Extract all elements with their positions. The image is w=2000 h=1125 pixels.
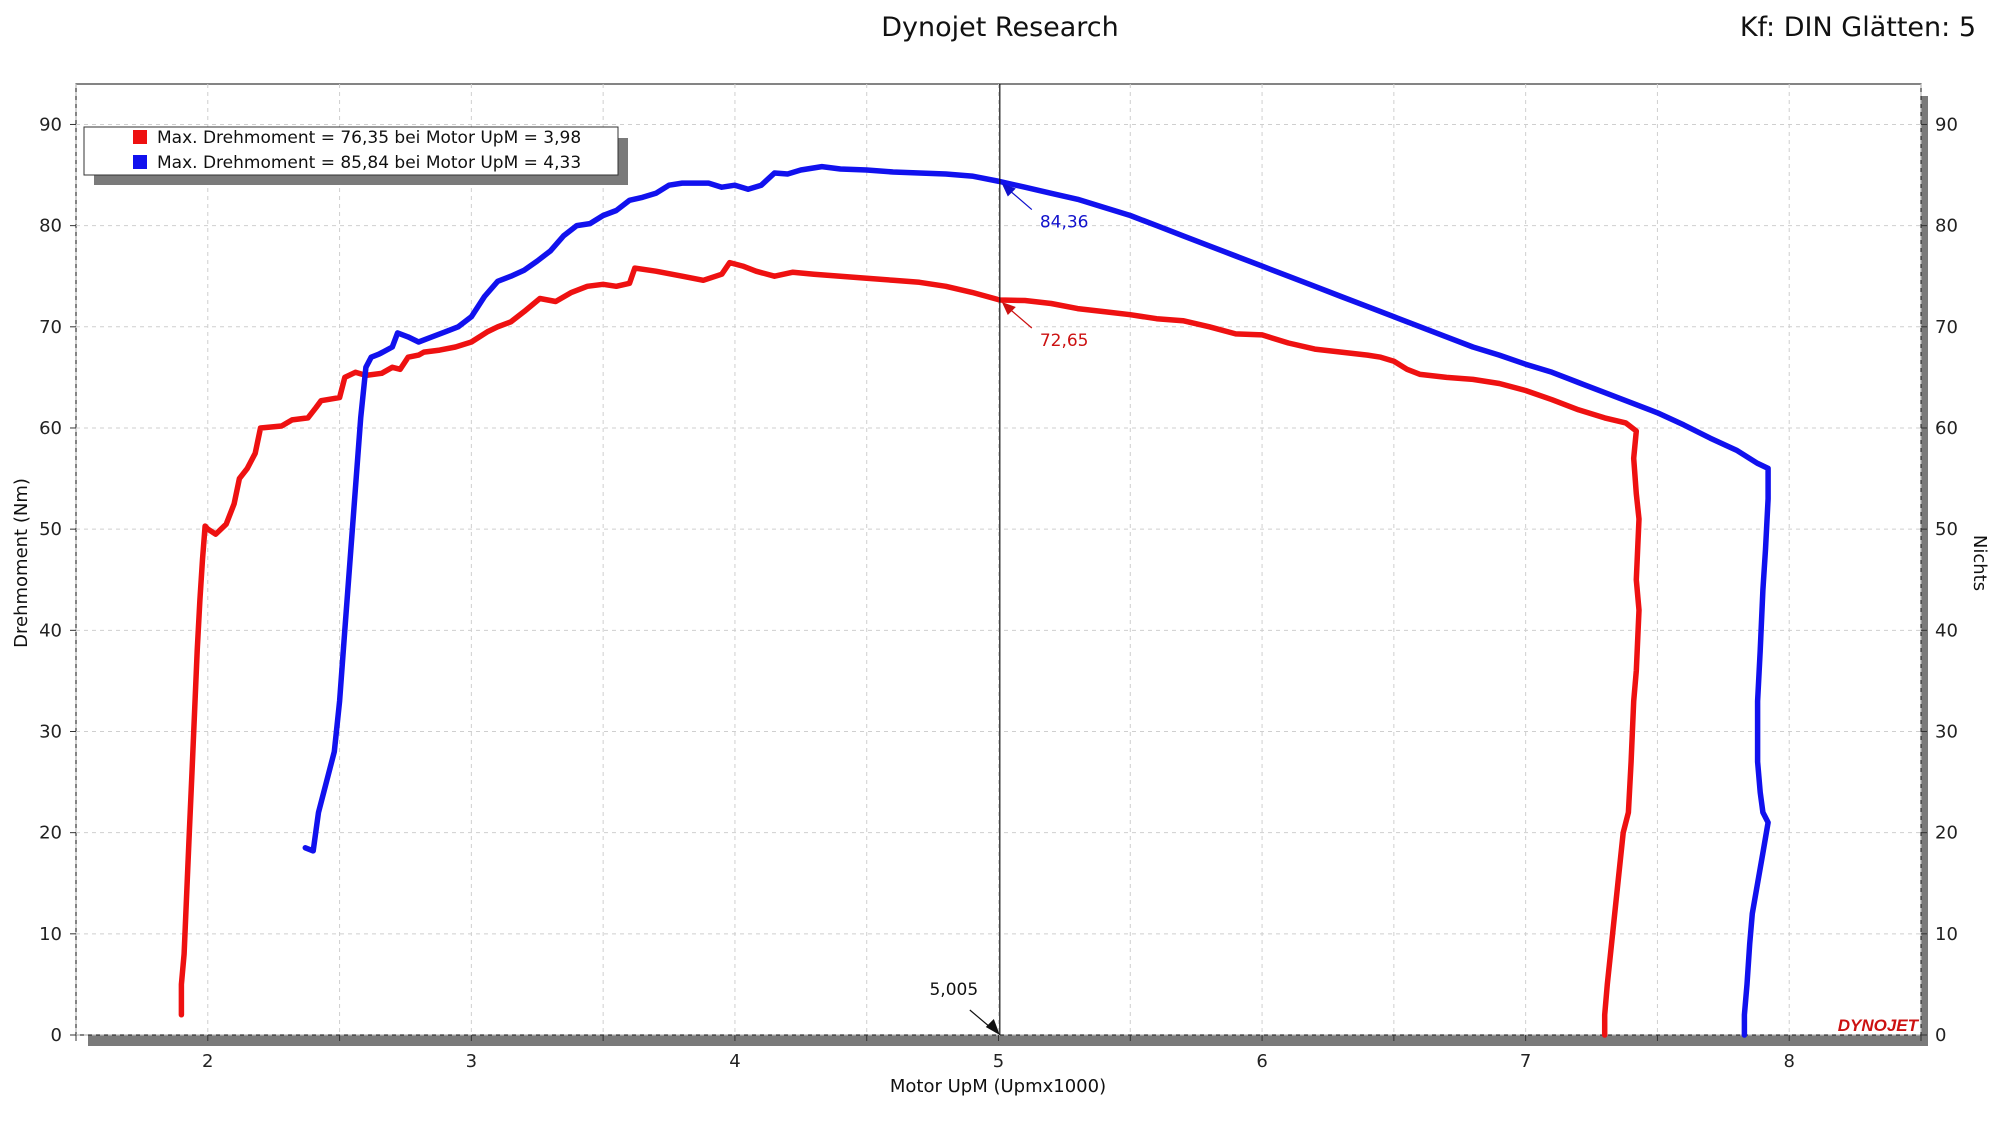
y2-tick-label: 70 bbox=[1935, 317, 1958, 338]
y-tick-label: 80 bbox=[39, 216, 62, 237]
cursor-pointer-arrow bbox=[985, 1019, 1000, 1035]
correction-smoothing-info: Kf: DIN Glätten: 5 bbox=[1739, 12, 1976, 43]
series-red-line bbox=[178, 259, 1642, 1038]
y2-tick-label: 80 bbox=[1935, 216, 1958, 237]
annotation-label-red: 72,65 bbox=[1040, 331, 1089, 351]
y-tick-label: 30 bbox=[39, 721, 62, 742]
y-tick-label: 70 bbox=[39, 317, 62, 338]
y2-tick-label: 10 bbox=[1935, 924, 1958, 945]
y2-tick-label: 0 bbox=[1935, 1025, 1946, 1046]
y-tick-label: 50 bbox=[39, 519, 62, 540]
x-tick-label: 2 bbox=[202, 1051, 213, 1072]
x-tick-label: 3 bbox=[466, 1051, 477, 1072]
plot-frame-shadow-bottom bbox=[88, 1035, 1928, 1046]
y2-tick-label: 30 bbox=[1935, 721, 1958, 742]
y2-tick-label: 50 bbox=[1935, 519, 1958, 540]
axis-ticks: 0 0 10 10 20 20 30 30 40 40 50 50 60 60 70 70 80 80 90 90 2 3… bbox=[39, 114, 1958, 1072]
y-tick-label: 90 bbox=[39, 114, 62, 135]
x-tick-label: 4 bbox=[729, 1051, 740, 1072]
annotation-arrow-blue bbox=[1001, 183, 1016, 197]
cursor-x-label: 5,005 bbox=[929, 980, 978, 1000]
x-tick-label: 7 bbox=[1520, 1051, 1531, 1072]
annotation-arrow-red bbox=[1001, 301, 1016, 315]
y-tick-label: 40 bbox=[39, 620, 62, 641]
legend-entry-blue: Max. Drehmoment = 85,84 bei Motor UpM = … bbox=[157, 153, 581, 173]
x-axis-title: Motor UpM (Upmx1000) bbox=[890, 1076, 1106, 1097]
y-tick-label: 20 bbox=[39, 823, 62, 844]
y-tick-label: 10 bbox=[39, 924, 62, 945]
cursor-group: 5,005 84,36 72,65 bbox=[929, 84, 1088, 1035]
y2-axis-title: Nichts bbox=[1969, 535, 1990, 591]
legend-swatch-red bbox=[133, 130, 147, 144]
legend-swatch-blue bbox=[133, 155, 147, 169]
y-tick-label: 60 bbox=[39, 418, 62, 439]
legend-entry-red: Max. Drehmoment = 76,35 bei Motor UpM = … bbox=[157, 128, 581, 148]
x-tick-label: 5 bbox=[993, 1051, 1004, 1072]
x-tick-label: 8 bbox=[1783, 1051, 1794, 1072]
legend-box bbox=[83, 126, 619, 176]
y2-tick-label: 40 bbox=[1935, 620, 1958, 641]
x-tick-label: 6 bbox=[1256, 1051, 1267, 1072]
y2-tick-label: 20 bbox=[1935, 823, 1958, 844]
plot-frame-shadow-right bbox=[1920, 96, 1928, 1046]
grid-lines bbox=[75, 84, 1922, 1036]
y-tick-label: 0 bbox=[51, 1025, 62, 1046]
dynojet-logo: DYNOJET bbox=[1838, 1016, 1920, 1035]
y2-tick-label: 60 bbox=[1935, 418, 1958, 439]
y2-tick-label: 90 bbox=[1935, 114, 1958, 135]
series-group bbox=[178, 163, 1771, 1038]
y-axis-title: Drehmoment (Nm) bbox=[11, 478, 32, 648]
legend: Max. Drehmoment = 76,35 bei Motor UpM = … bbox=[83, 126, 628, 185]
chart-title: Dynojet Research bbox=[881, 12, 1119, 43]
annotation-label-blue: 84,36 bbox=[1040, 213, 1089, 233]
series-blue-line bbox=[302, 163, 1771, 1038]
